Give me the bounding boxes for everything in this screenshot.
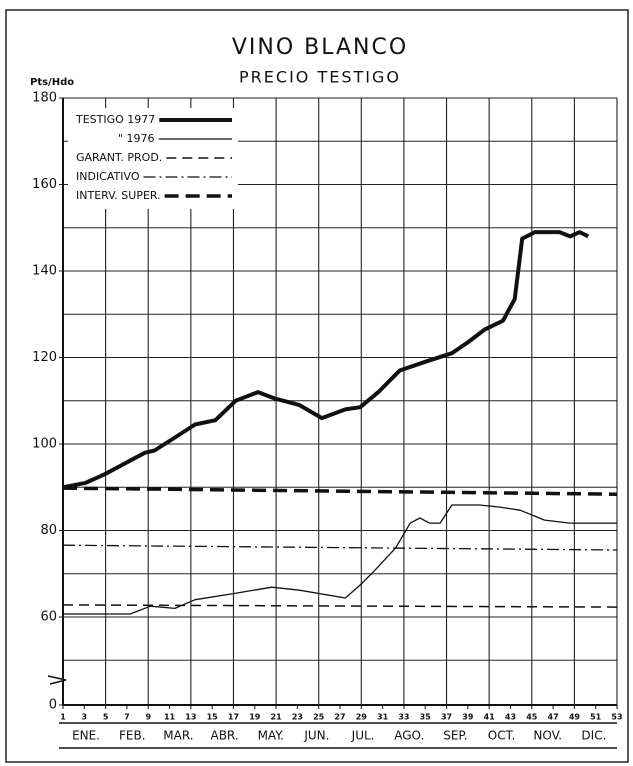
y-tick-label: 80 bbox=[40, 523, 57, 538]
x-tick-label: 9 bbox=[145, 713, 151, 722]
y-tick-label: 140 bbox=[32, 264, 57, 279]
x-tick-label: 37 bbox=[441, 713, 452, 722]
x-tick-label: 17 bbox=[228, 713, 239, 722]
x-tick-label: 31 bbox=[377, 713, 389, 722]
y-tick-label: 120 bbox=[32, 350, 57, 365]
month-label: JUN. bbox=[303, 729, 329, 743]
x-tick-label: 49 bbox=[569, 713, 581, 722]
legend-label: INDICATIVO bbox=[76, 170, 140, 183]
month-label: NOV. bbox=[533, 729, 562, 743]
x-tick-label: 1 bbox=[60, 713, 66, 722]
x-tick-label: 41 bbox=[484, 713, 496, 722]
legend-label: " 1976 bbox=[118, 132, 155, 145]
y-tick-label: 60 bbox=[40, 610, 57, 625]
x-tick-label: 13 bbox=[185, 713, 196, 722]
y-tick-label: 180 bbox=[32, 91, 57, 106]
series-line bbox=[62, 486, 618, 496]
chart-subtitle: PRECIO TESTIGO bbox=[239, 68, 401, 87]
y-tick-label: 0 bbox=[49, 698, 57, 713]
series-line bbox=[62, 544, 618, 551]
x-tick-label: 7 bbox=[124, 713, 130, 722]
x-tick-label: 25 bbox=[313, 713, 325, 722]
x-tick-label: 53 bbox=[611, 713, 622, 722]
x-tick-label: 33 bbox=[398, 713, 409, 722]
x-tick-label: 3 bbox=[82, 713, 88, 722]
chart-title: VINO BLANCO bbox=[232, 35, 408, 60]
x-tick-label: 19 bbox=[249, 713, 261, 722]
series-line bbox=[62, 604, 618, 608]
series-line bbox=[62, 230, 590, 490]
month-label: AGO. bbox=[394, 729, 424, 743]
x-tick-label: 35 bbox=[420, 713, 432, 722]
x-tick-label: 51 bbox=[590, 713, 602, 722]
series-line bbox=[63, 504, 617, 615]
x-tick-label: 29 bbox=[356, 713, 368, 722]
x-tick-label: 43 bbox=[505, 713, 516, 722]
x-tick-label: 39 bbox=[462, 713, 474, 722]
legend-label: TESTIGO 1977 bbox=[75, 113, 155, 126]
month-label: ENE. bbox=[72, 729, 100, 743]
y-axis-label: Pts/Hdo bbox=[30, 77, 74, 88]
month-label: JUL. bbox=[351, 729, 375, 743]
month-label: MAR. bbox=[163, 729, 193, 743]
x-tick-label: 15 bbox=[207, 713, 219, 722]
x-tick-label: 11 bbox=[164, 713, 176, 722]
month-label: MAY. bbox=[258, 729, 284, 743]
y-tick-label: 160 bbox=[32, 177, 57, 192]
month-label: ABR. bbox=[210, 729, 238, 743]
x-tick-label: 47 bbox=[548, 713, 559, 722]
month-label: FEB. bbox=[119, 729, 146, 743]
frame bbox=[5, 9, 629, 763]
month-label: DIC. bbox=[581, 729, 606, 743]
x-tick-label: 45 bbox=[526, 713, 538, 722]
legend-label: GARANT. PROD. bbox=[76, 151, 162, 164]
x-tick-label: 5 bbox=[103, 713, 109, 722]
legend-box bbox=[68, 108, 238, 209]
legend-label: INTERV. SUPER. bbox=[76, 189, 161, 202]
month-label: OCT. bbox=[488, 729, 516, 743]
axis-break bbox=[47, 675, 67, 685]
x-tick-label: 27 bbox=[334, 713, 345, 722]
y-tick-label: 100 bbox=[32, 437, 57, 452]
x-tick-label: 23 bbox=[292, 713, 303, 722]
x-tick-label: 21 bbox=[271, 713, 283, 722]
month-label: SEP. bbox=[443, 729, 467, 743]
